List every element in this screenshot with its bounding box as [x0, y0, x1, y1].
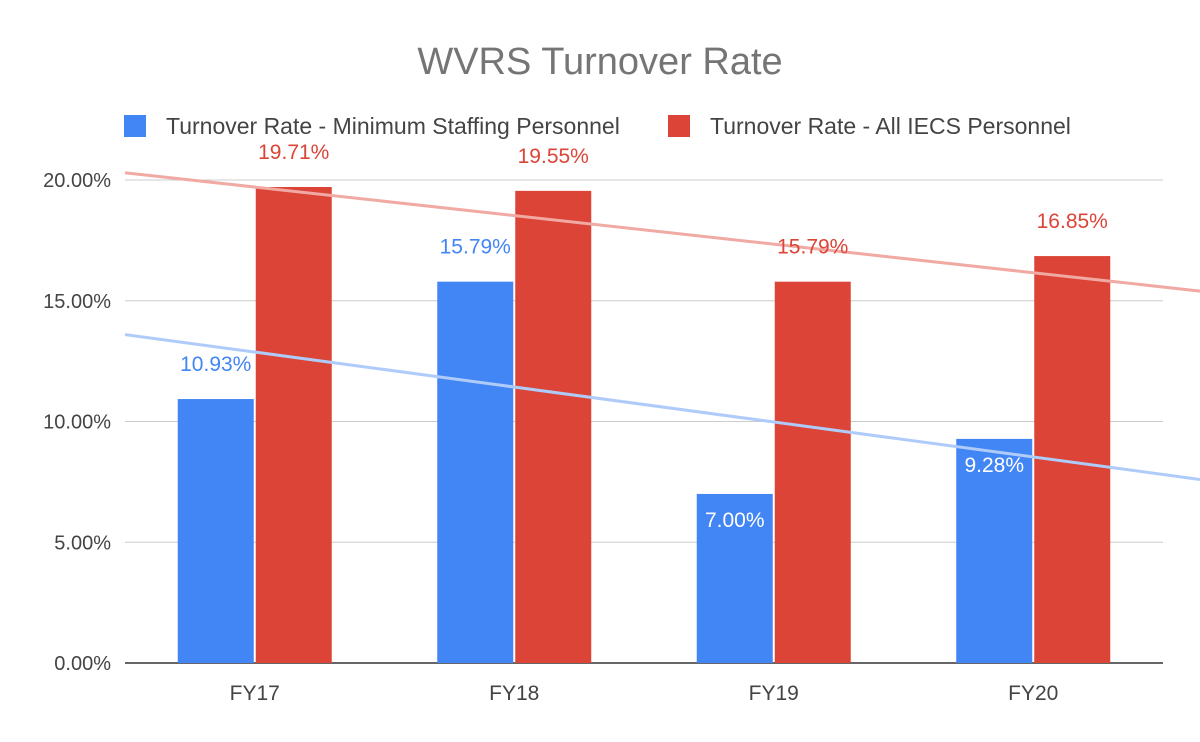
bar	[437, 281, 514, 663]
bar	[255, 187, 332, 664]
bars	[177, 187, 1111, 664]
chart-title: WVRS Turnover Rate	[417, 41, 782, 83]
legend-label: Turnover Rate - All IECS Personnel	[710, 113, 1071, 139]
x-axis: FY17 FY18 FY19 FY20	[230, 682, 1059, 705]
trendlines	[124, 171, 1200, 481]
y-tick-label: 5.00%	[54, 532, 111, 554]
x-tick-label: FY19	[749, 682, 799, 705]
data-label: 16.85%	[1037, 210, 1108, 233]
data-label: 7.00%	[705, 509, 765, 532]
bar	[696, 493, 773, 663]
legend-label: Turnover Rate - Minimum Staffing Personn…	[166, 113, 620, 139]
data-label: 19.71%	[258, 141, 329, 164]
y-tick-label: 10.00%	[43, 412, 111, 434]
y-tick-label: 0.00%	[54, 653, 111, 675]
data-labels: 10.93% 15.79% 7.00% 9.28% 19.71% 19.55% 15.79%…	[180, 141, 1108, 532]
x-tick-label: FY20	[1008, 682, 1058, 705]
legend: Turnover Rate - Minimum Staffing Personn…	[124, 113, 1071, 139]
data-label: 19.55%	[518, 145, 589, 168]
legend-swatch	[668, 115, 690, 137]
bar	[956, 438, 1033, 663]
x-tick-label: FY18	[489, 682, 539, 705]
bar	[177, 399, 254, 663]
x-tick-label: FY17	[230, 682, 280, 705]
data-label: 10.93%	[180, 353, 251, 376]
data-label: 9.28%	[964, 454, 1024, 477]
trendline	[124, 333, 1200, 481]
data-label: 15.79%	[440, 236, 511, 259]
y-axis: 0.00% 5.00% 10.00% 15.00% 20.00%	[43, 170, 111, 675]
y-tick-label: 15.00%	[43, 291, 111, 313]
trendline	[124, 171, 1200, 293]
legend-swatch	[124, 115, 146, 137]
bar	[774, 281, 851, 663]
bar	[515, 190, 592, 663]
y-tick-label: 20.00%	[43, 170, 111, 192]
data-label: 15.79%	[777, 236, 848, 259]
